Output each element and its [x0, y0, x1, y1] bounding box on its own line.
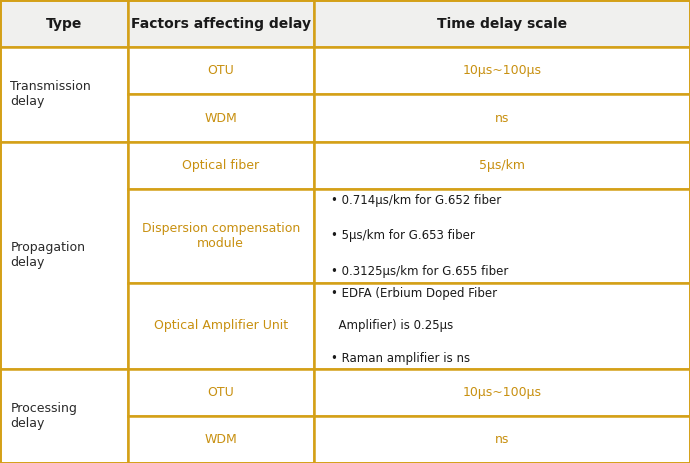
Text: Amplifier) is 0.25μs: Amplifier) is 0.25μs — [331, 319, 453, 332]
Bar — [0, 369, 128, 463]
Bar — [0, 47, 128, 142]
Text: OTU: OTU — [208, 386, 234, 399]
Text: WDM: WDM — [204, 112, 237, 125]
Bar — [314, 369, 690, 416]
Bar — [128, 94, 314, 142]
Bar — [0, 0, 128, 47]
Text: Optical fiber: Optical fiber — [182, 159, 259, 172]
Bar — [314, 142, 690, 189]
Bar — [314, 416, 690, 463]
Text: ns: ns — [495, 433, 509, 446]
Text: Propagation
delay: Propagation delay — [10, 241, 86, 269]
Text: • Raman amplifier is ns: • Raman amplifier is ns — [331, 352, 471, 365]
Text: 5μs/km: 5μs/km — [479, 159, 525, 172]
Text: OTU: OTU — [208, 64, 234, 77]
Bar — [128, 0, 314, 47]
Bar — [128, 369, 314, 416]
Text: Factors affecting delay: Factors affecting delay — [131, 17, 310, 31]
Bar — [314, 283, 690, 369]
Bar — [314, 47, 690, 94]
Bar — [128, 416, 314, 463]
Text: 10μs~100μs: 10μs~100μs — [462, 386, 542, 399]
Bar — [314, 0, 690, 47]
Text: Dispersion compensation
module: Dispersion compensation module — [141, 222, 300, 250]
Bar — [314, 189, 690, 283]
Text: • 0.3125μs/km for G.655 fiber: • 0.3125μs/km for G.655 fiber — [331, 265, 509, 278]
Bar — [128, 142, 314, 189]
Bar — [314, 94, 690, 142]
Text: Type: Type — [46, 17, 82, 31]
Text: • 5μs/km for G.653 fiber: • 5μs/km for G.653 fiber — [331, 229, 475, 242]
Bar — [0, 142, 128, 369]
Text: • 0.714μs/km for G.652 fiber: • 0.714μs/km for G.652 fiber — [331, 194, 502, 206]
Bar — [128, 189, 314, 283]
Text: Processing
delay: Processing delay — [10, 402, 77, 430]
Bar — [128, 283, 314, 369]
Text: ns: ns — [495, 112, 509, 125]
Text: 10μs~100μs: 10μs~100μs — [462, 64, 542, 77]
Text: WDM: WDM — [204, 433, 237, 446]
Text: • EDFA (Erbium Doped Fiber: • EDFA (Erbium Doped Fiber — [331, 287, 497, 300]
Text: Optical Amplifier Unit: Optical Amplifier Unit — [154, 319, 288, 332]
Text: Time delay scale: Time delay scale — [437, 17, 567, 31]
Text: Transmission
delay: Transmission delay — [10, 81, 91, 108]
Bar — [128, 47, 314, 94]
